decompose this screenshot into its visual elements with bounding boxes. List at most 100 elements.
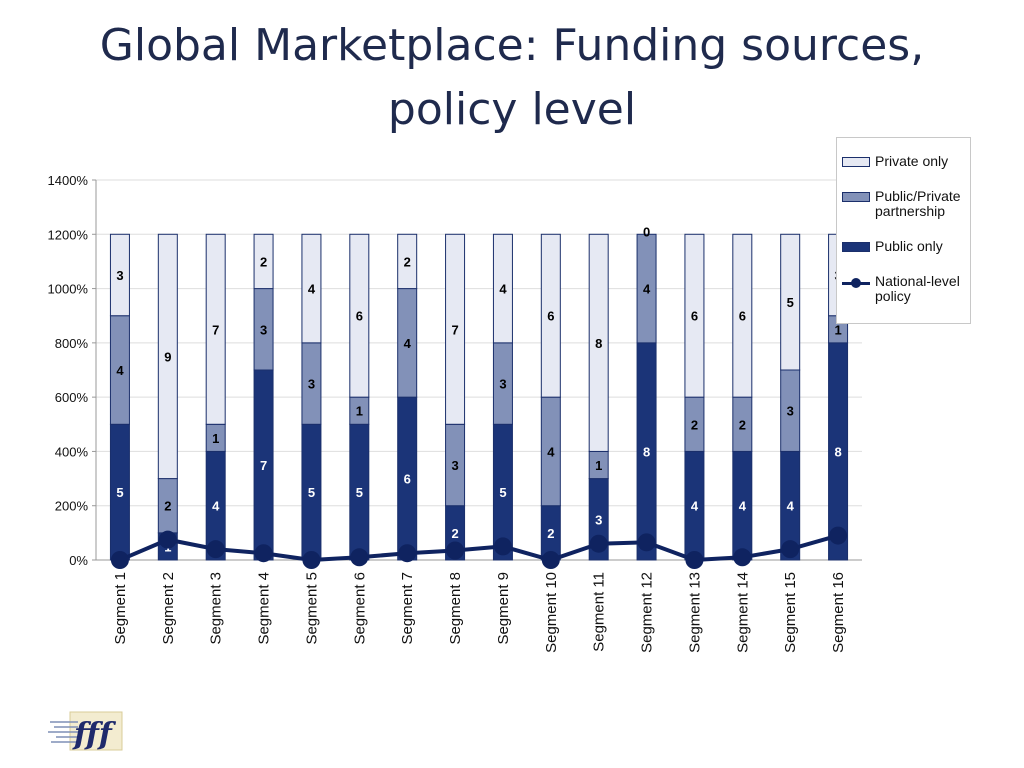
y-tick-label: 200% [55, 499, 89, 514]
data-label-public-private: 2 [739, 417, 746, 432]
x-category-label: Segment 3 [208, 572, 225, 645]
x-category-label: Segment 12 [639, 572, 656, 653]
data-label-private-only: 2 [404, 254, 411, 269]
data-label-public-private: 4 [116, 363, 124, 378]
data-label-public-only: 4 [212, 499, 220, 514]
x-category-label: Segment 11 [591, 572, 608, 652]
bar-private-only [109, 233, 130, 317]
fff-logo: fff [48, 708, 124, 754]
data-label-public-only: 5 [499, 485, 506, 500]
y-tick-label: 800% [55, 336, 89, 351]
bar-private-only [780, 233, 801, 371]
data-label-public-private: 3 [787, 404, 794, 419]
data-label-public-private: 4 [643, 282, 651, 297]
national-policy-point [493, 537, 512, 556]
chart-area: 0% 200% 400% 600% 800% 1000% 1200% 1400% 5 4 3 1 2 9 4… [48, 173, 862, 653]
national-policy-point [350, 548, 369, 567]
data-label-private-only: 9 [164, 349, 171, 364]
data-label-public-private: 3 [451, 458, 458, 473]
legend-label-private-only: Private only [875, 153, 949, 169]
x-category-label: Segment 7 [399, 572, 416, 645]
national-policy-point [158, 530, 177, 549]
data-label-public-private: 4 [404, 336, 412, 351]
data-label-private-only: 7 [212, 322, 219, 337]
bar-private-only [445, 233, 466, 425]
data-label-private-only: 6 [356, 309, 363, 324]
x-category-label: Segment 13 [686, 572, 703, 653]
x-category-label: Segment 6 [351, 572, 368, 645]
national-policy-point [733, 548, 752, 567]
national-policy-point [206, 540, 225, 559]
y-tick-label: 1000% [48, 282, 89, 297]
national-policy-point [302, 551, 321, 569]
bar-private-only [492, 233, 513, 344]
national-policy-point [446, 541, 465, 560]
national-policy-point [781, 540, 800, 559]
y-tick-label: 1200% [48, 227, 89, 242]
national-policy-point [637, 533, 656, 552]
y-tick-label: 0% [69, 553, 88, 568]
bar-private-only [540, 233, 561, 398]
x-category-label: Segment 1 [112, 572, 129, 645]
data-label-private-only: 5 [787, 295, 794, 310]
data-label-public-only: 2 [547, 526, 554, 541]
legend-label-public-private: Public/Private partnership [875, 188, 961, 219]
fff-logo-graphic: fff [48, 711, 123, 752]
data-label-private-only: 7 [451, 322, 458, 337]
legend-label-public-only: Public only [875, 238, 943, 254]
data-label-public-only: 5 [116, 485, 123, 500]
legend-swatch-private-only [842, 157, 870, 167]
national-policy-point [829, 526, 848, 545]
x-category-label: Segment 15 [782, 572, 799, 653]
x-category-label: Segment 8 [447, 572, 464, 645]
legend-swatch-public-only [842, 242, 870, 252]
bar-private-only [588, 233, 609, 452]
bar-private-only [349, 233, 370, 398]
fff-logo-text: fff [72, 717, 117, 752]
data-label-public-only: 5 [356, 485, 363, 500]
bar-private-only [253, 233, 274, 290]
title-line-1: Global Marketplace: Funding sources, [99, 20, 925, 71]
bar-public-private [636, 233, 657, 344]
data-label-private-only: 3 [116, 268, 123, 283]
data-label-public-private: 3 [499, 377, 506, 392]
legend-marker-national-policy [851, 278, 861, 288]
data-label-public-only: 6 [404, 472, 411, 487]
legend-label-national-policy: National-level policy [875, 273, 960, 304]
bar-private-only [732, 233, 753, 398]
bar-private-only [301, 233, 322, 344]
data-label-public-private: 3 [260, 322, 267, 337]
data-label-public-private: 4 [547, 444, 555, 459]
data-label-private-only: 6 [691, 309, 698, 324]
national-policy-point [541, 551, 560, 569]
data-label-public-only: 8 [834, 444, 841, 459]
data-label-public-private: 1 [595, 458, 602, 473]
y-tick-label: 400% [55, 444, 89, 459]
national-policy-point [110, 551, 129, 569]
data-label-public-private: 3 [308, 377, 315, 392]
bar-private-only [205, 233, 226, 425]
x-category-label: Segment 4 [256, 572, 273, 645]
data-label-public-only: 3 [595, 512, 602, 527]
chart-legend: Private only Public/Private partnership … [836, 137, 971, 324]
x-category-label: Segment 9 [495, 572, 512, 645]
data-label-public-only: 4 [739, 499, 747, 514]
data-label-private-only: 8 [595, 336, 602, 351]
data-label-public-private: 2 [164, 499, 171, 514]
national-policy-point [589, 534, 608, 553]
data-label-public-only: 2 [451, 526, 458, 541]
chart-title: Global Marketplace: Funding sources, pol… [40, 14, 984, 142]
data-label-private-only: 4 [499, 282, 507, 297]
x-category-label: Segment 16 [830, 572, 847, 653]
data-label-private-only: 0 [643, 224, 650, 239]
y-tick-label: 1400% [48, 173, 89, 188]
data-label-public-private: 2 [691, 417, 698, 432]
national-policy-point [685, 551, 704, 569]
bar-private-only [397, 233, 418, 290]
title-line-2: policy level [387, 84, 637, 135]
data-label-public-only: 7 [260, 458, 267, 473]
data-label-public-private: 1 [834, 322, 841, 337]
data-label-public-only: 5 [308, 485, 315, 500]
data-label-private-only: 2 [260, 254, 267, 269]
national-policy-point [398, 544, 417, 563]
